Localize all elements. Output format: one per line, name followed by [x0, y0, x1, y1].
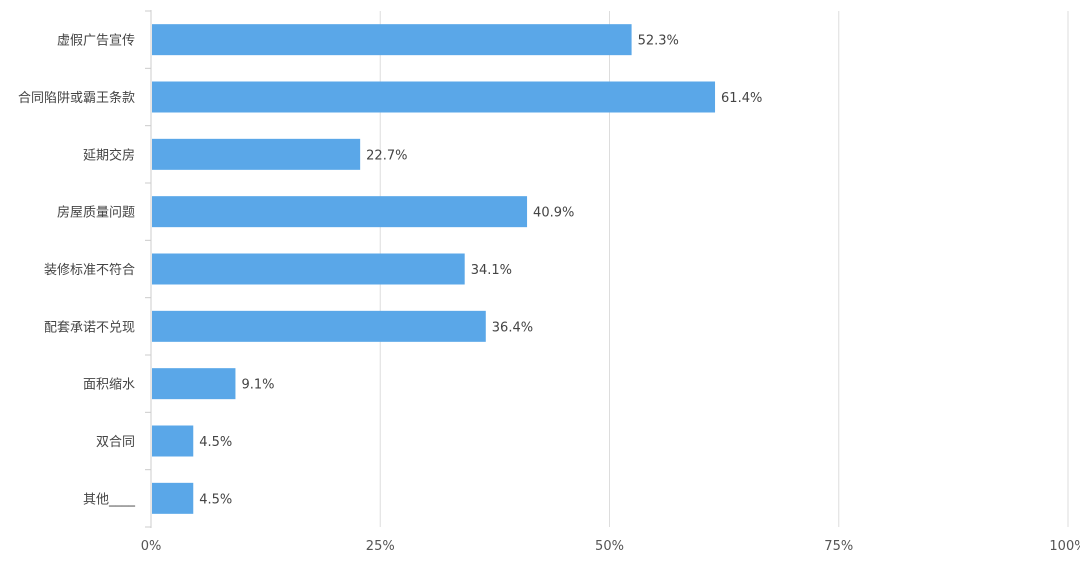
data-label: 61.4%	[721, 91, 762, 106]
category-label: 合同陷阱或霸王条款	[18, 90, 135, 106]
bar	[152, 253, 465, 285]
bar	[152, 482, 194, 514]
data-label: 22.7%	[366, 148, 407, 163]
data-label: 40.9%	[533, 206, 574, 221]
x-tick-label: 25%	[366, 539, 395, 554]
category-label: 虚假广告宣传	[57, 33, 135, 49]
category-label: 双合同	[96, 435, 135, 450]
data-label: 4.5%	[199, 492, 232, 507]
data-label: 52.3%	[638, 34, 679, 49]
category-label: 延期交房	[83, 147, 135, 163]
data-label: 34.1%	[471, 263, 512, 278]
category-label: 房屋质量问题	[57, 205, 135, 221]
category-label: 面积缩水	[83, 377, 135, 393]
category-label: 配套承诺不兑现	[44, 319, 135, 335]
bar	[152, 81, 716, 113]
bar	[152, 24, 632, 56]
bar	[152, 310, 486, 342]
x-tick-label: 50%	[595, 539, 624, 554]
x-tick-label: 75%	[824, 539, 853, 554]
x-tick-label: 100%	[1049, 539, 1080, 554]
bar	[152, 138, 361, 170]
category-label: 其他____	[83, 492, 136, 507]
data-label: 36.4%	[492, 320, 533, 335]
data-label: 9.1%	[241, 378, 274, 393]
bar	[152, 196, 528, 228]
bar	[152, 425, 194, 457]
category-label: 装修标准不符合	[44, 262, 135, 278]
x-tick-label: 0%	[141, 539, 162, 554]
bar	[152, 368, 236, 400]
data-label: 4.5%	[199, 435, 232, 450]
